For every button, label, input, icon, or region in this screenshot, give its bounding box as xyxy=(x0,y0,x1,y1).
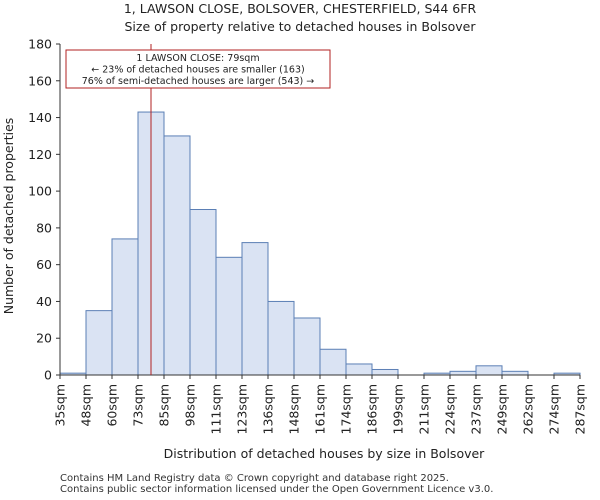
bar-123sqm xyxy=(241,242,269,376)
bar-174sqm xyxy=(345,363,373,376)
y-tick-label: 0 xyxy=(44,368,52,383)
y-tick-label: 180 xyxy=(28,37,52,52)
x-tick-label: 35sqm xyxy=(53,384,68,427)
x-tick-label: 60sqm xyxy=(105,384,120,427)
chart-title: 1, LAWSON CLOSE, BOLSOVER, CHESTERFIELD,… xyxy=(124,1,477,16)
x-tick-label: 136sqm xyxy=(261,384,276,434)
bar-98sqm xyxy=(189,209,217,376)
y-axis-label: Number of detached properties xyxy=(1,118,16,315)
x-tick-label: 211sqm xyxy=(417,384,432,434)
footer: Contains HM Land Registry data © Crown c… xyxy=(60,473,493,495)
x-tick-label: 161sqm xyxy=(313,384,328,434)
annotation-line-2: ← 23% of detached houses are smaller (16… xyxy=(91,65,304,76)
x-tick-label: 237sqm xyxy=(469,384,484,434)
bar-136sqm xyxy=(267,300,295,376)
bar-148sqm xyxy=(293,317,321,376)
bar-186sqm xyxy=(371,368,399,376)
bar-161sqm xyxy=(319,348,347,376)
x-tick-label: 262sqm xyxy=(521,384,536,434)
bar-60sqm xyxy=(111,238,139,376)
bar-237sqm xyxy=(475,365,503,376)
x-tick-label: 98sqm xyxy=(183,384,198,427)
y-tick-label: 20 xyxy=(36,331,52,346)
annotation-box xyxy=(65,49,331,89)
y-tick-label: 100 xyxy=(28,184,52,199)
x-tick-label: 123sqm xyxy=(235,384,250,434)
bar-85sqm xyxy=(163,135,191,376)
y-tick-label: 60 xyxy=(36,257,52,272)
x-tick-label: 249sqm xyxy=(495,384,510,434)
x-tick-label: 274sqm xyxy=(547,384,562,434)
chart-subtitle: Size of property relative to detached ho… xyxy=(125,19,477,34)
y-tick-label: 140 xyxy=(28,110,52,125)
y-tick-label: 160 xyxy=(28,73,52,88)
bar-111sqm xyxy=(215,256,243,376)
x-tick-label: 85sqm xyxy=(157,384,172,427)
x-tick-label: 111sqm xyxy=(209,384,224,434)
x-axis-label: Distribution of detached houses by size … xyxy=(164,446,486,461)
axes: 0 20 40 60 80 100 120 140 160 180 35sqm 48sqm 60sqm 7… xyxy=(28,37,587,435)
x-tick-label: 287sqm xyxy=(573,384,588,434)
bar-48sqm xyxy=(85,310,113,376)
x-tick-label: 224sqm xyxy=(443,384,458,434)
bars xyxy=(59,111,581,376)
annotation-line-1: 1 LAWSON CLOSE: 79sqm xyxy=(136,53,259,64)
x-tick-label: 199sqm xyxy=(391,384,406,434)
bar-249sqm xyxy=(501,370,529,376)
x-tick-label: 148sqm xyxy=(287,384,302,434)
y-tick-label: 40 xyxy=(36,294,52,309)
x-tick-label: 48sqm xyxy=(79,384,94,427)
x-tick-label: 186sqm xyxy=(365,384,380,434)
footer-line-1: Contains HM Land Registry data © Crown c… xyxy=(60,473,449,484)
x-tick-label: 174sqm xyxy=(339,384,354,434)
y-tick-label: 80 xyxy=(36,220,52,235)
bar-224sqm xyxy=(449,370,477,376)
marker-group: 1 LAWSON CLOSE: 79sqm← 23% of detached h… xyxy=(65,44,331,375)
x-tick-label: 73sqm xyxy=(131,384,146,427)
footer-line-2: Contains public sector information licen… xyxy=(60,484,494,495)
annotation-line-3: 76% of semi-detached houses are larger (… xyxy=(82,76,315,87)
y-tick-label: 120 xyxy=(28,147,52,162)
